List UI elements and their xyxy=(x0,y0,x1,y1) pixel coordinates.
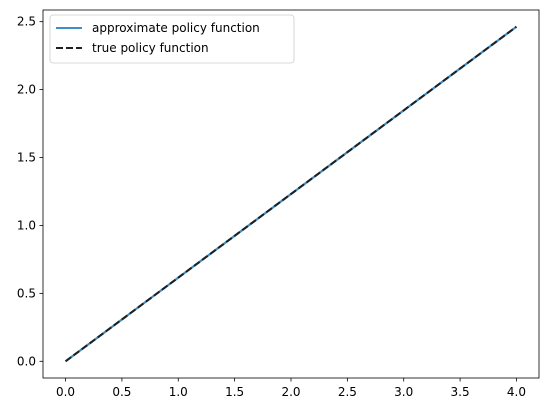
series-layer xyxy=(64,25,518,363)
true-policy-line xyxy=(64,25,518,363)
x-tick-label: 3.5 xyxy=(451,385,470,399)
x-axis: 0.0 0.5 1.0 1.5 2.0 2.5 3.0 3.5 4.0 xyxy=(56,378,526,399)
y-axis: 0.0 0.5 1.0 1.5 2.0 2.5 xyxy=(17,15,43,368)
legend: approximate policy function true policy … xyxy=(49,14,295,64)
y-tick-label: 2.5 xyxy=(17,15,36,29)
x-tick-label: 3.0 xyxy=(394,385,413,399)
x-tick-label: 1.0 xyxy=(169,385,188,399)
legend-label-true: true policy function xyxy=(92,41,209,55)
y-tick-label: 0.5 xyxy=(17,286,36,300)
y-tick-label: 2.0 xyxy=(17,83,36,97)
x-tick-label: 1.5 xyxy=(225,385,244,399)
x-tick-label: 2.5 xyxy=(338,385,357,399)
x-tick-label: 0.0 xyxy=(56,385,75,399)
y-tick-label: 0.0 xyxy=(17,354,36,368)
y-tick-label: 1.0 xyxy=(17,218,36,232)
y-tick-label: 1.5 xyxy=(17,151,36,165)
x-tick-label: 2.0 xyxy=(281,385,300,399)
legend-box xyxy=(49,14,295,64)
x-tick-label: 0.5 xyxy=(112,385,131,399)
x-tick-label: 4.0 xyxy=(507,385,526,399)
legend-label-approximate: approximate policy function xyxy=(92,21,260,35)
